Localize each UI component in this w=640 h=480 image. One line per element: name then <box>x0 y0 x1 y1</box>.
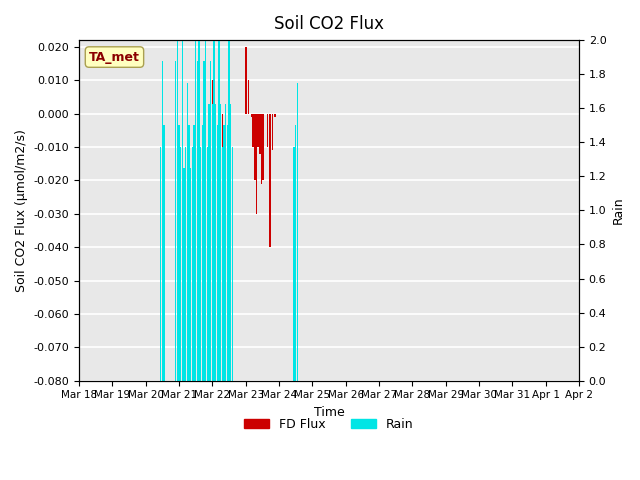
Bar <box>204 61 205 381</box>
Bar <box>297 83 298 381</box>
Bar <box>182 40 183 381</box>
Bar <box>227 125 228 381</box>
Bar <box>195 40 196 381</box>
Bar <box>196 61 198 381</box>
Bar <box>180 146 181 381</box>
Bar <box>251 114 253 117</box>
Bar <box>213 40 214 381</box>
Bar <box>215 104 216 381</box>
Legend: FD Flux, Rain: FD Flux, Rain <box>239 413 419 436</box>
Bar <box>223 125 225 381</box>
Bar <box>257 114 259 147</box>
Bar <box>269 114 271 247</box>
Y-axis label: Rain: Rain <box>612 197 625 224</box>
Bar <box>202 125 203 381</box>
Bar <box>274 114 276 117</box>
Bar <box>262 114 264 180</box>
Title: Soil CO2 Flux: Soil CO2 Flux <box>274 15 384 33</box>
Bar <box>200 146 202 381</box>
Bar <box>225 104 227 381</box>
Bar <box>198 40 200 381</box>
Bar <box>217 125 218 381</box>
Bar <box>209 104 210 381</box>
Bar <box>179 125 180 381</box>
Bar <box>221 114 223 247</box>
Bar <box>193 125 195 381</box>
Bar <box>175 61 177 381</box>
Bar <box>210 61 211 381</box>
Bar <box>162 61 163 381</box>
Bar <box>259 114 260 154</box>
Bar <box>293 146 294 381</box>
Bar <box>255 114 257 214</box>
Bar <box>271 114 273 150</box>
Bar <box>187 83 188 381</box>
Bar <box>185 146 186 381</box>
Text: TA_met: TA_met <box>89 50 140 63</box>
Bar <box>188 125 189 381</box>
Bar <box>205 40 206 381</box>
Bar <box>245 47 246 114</box>
Bar <box>221 146 223 381</box>
Bar <box>260 114 262 184</box>
Bar <box>295 125 296 381</box>
Y-axis label: Soil CO2 Flux (μmol/m2/s): Soil CO2 Flux (μmol/m2/s) <box>15 129 28 292</box>
Bar <box>248 80 249 114</box>
Bar <box>177 40 178 381</box>
Bar <box>220 104 221 381</box>
Bar <box>218 40 220 381</box>
Bar <box>232 146 233 381</box>
Bar <box>190 168 191 381</box>
Bar <box>160 146 161 381</box>
Bar <box>192 146 193 381</box>
Bar <box>212 104 213 381</box>
Bar <box>228 40 230 381</box>
Bar <box>163 125 164 381</box>
Bar <box>230 104 231 381</box>
Bar <box>266 114 268 147</box>
Bar <box>254 114 255 180</box>
Bar <box>207 146 208 381</box>
Bar <box>183 168 185 381</box>
Bar <box>211 80 213 114</box>
Bar <box>252 114 254 147</box>
X-axis label: Time: Time <box>314 406 344 419</box>
